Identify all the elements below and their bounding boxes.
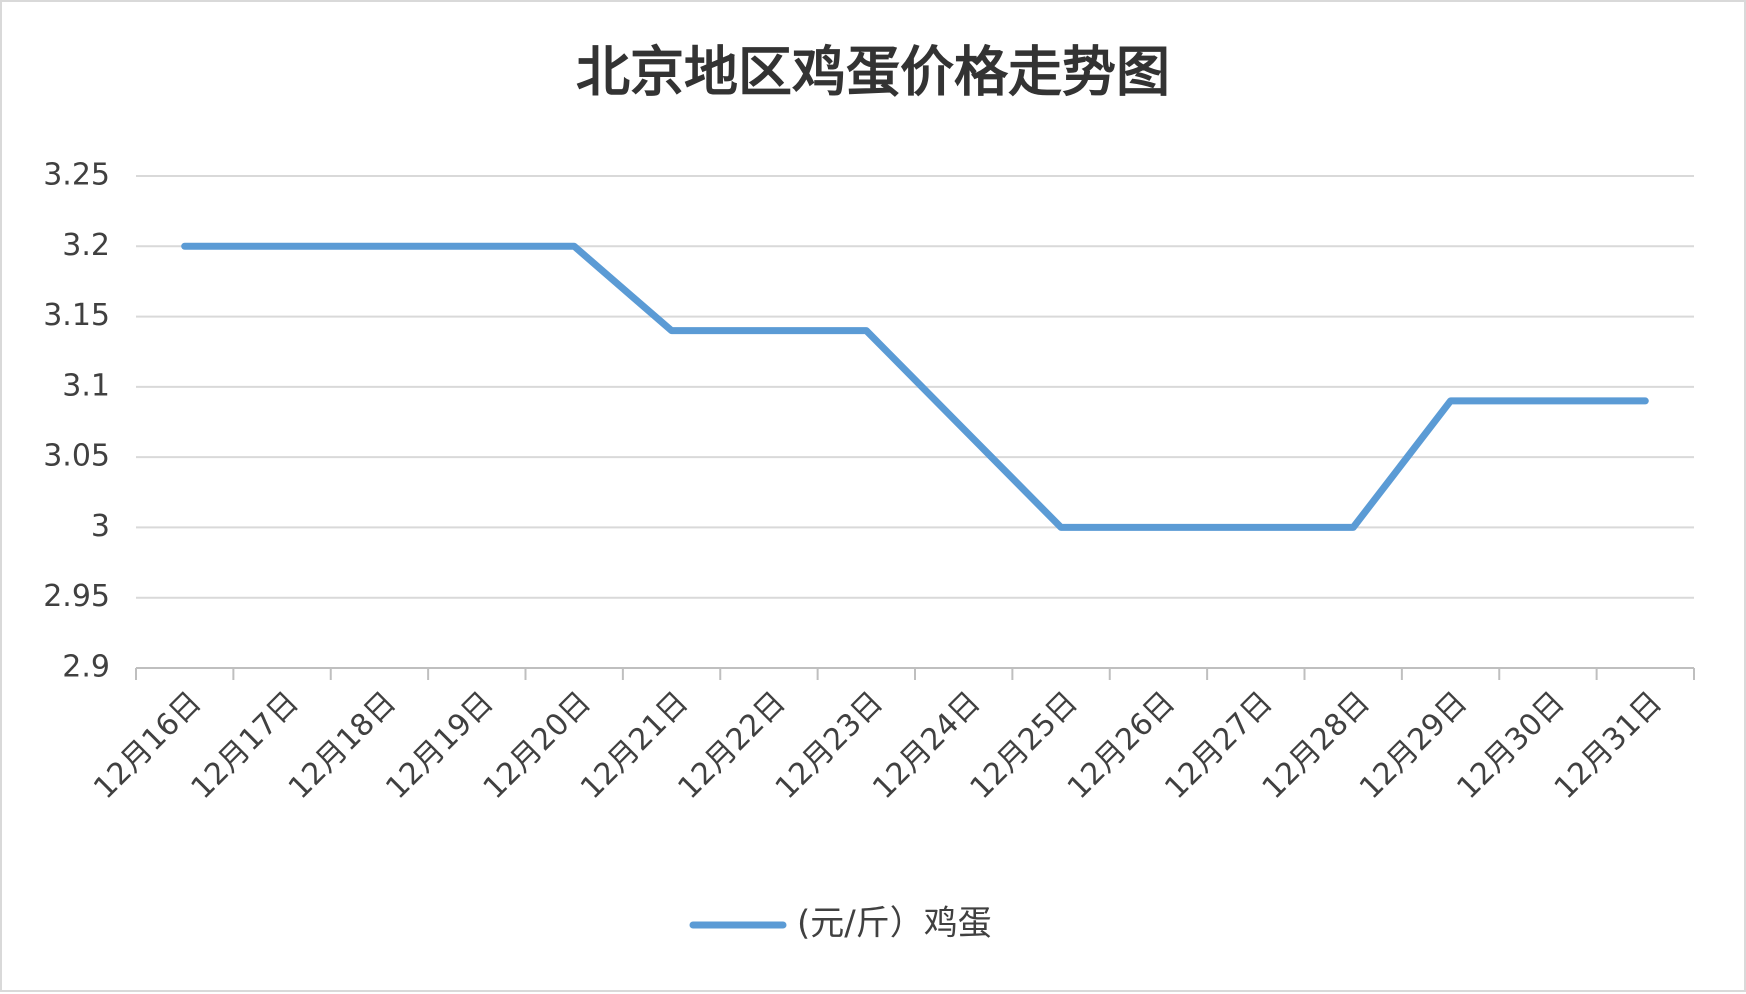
y-tick-label: 3.05 (43, 439, 110, 474)
y-tick-label: 2.95 (43, 579, 110, 614)
y-tick-label: 3.2 (62, 228, 110, 263)
data-line (181, 242, 1649, 531)
y-tick-label: 2.9 (62, 650, 110, 685)
y-tick-label: 3.25 (43, 158, 110, 193)
chart-title: 北京地区鸡蛋价格走势图 (576, 41, 1170, 104)
legend-label: (元/斤）鸡蛋 (797, 904, 992, 944)
y-tick-label: 3.15 (43, 298, 110, 333)
y-tick-label: 3.1 (62, 368, 110, 403)
y-tick-label: 3 (91, 509, 110, 544)
